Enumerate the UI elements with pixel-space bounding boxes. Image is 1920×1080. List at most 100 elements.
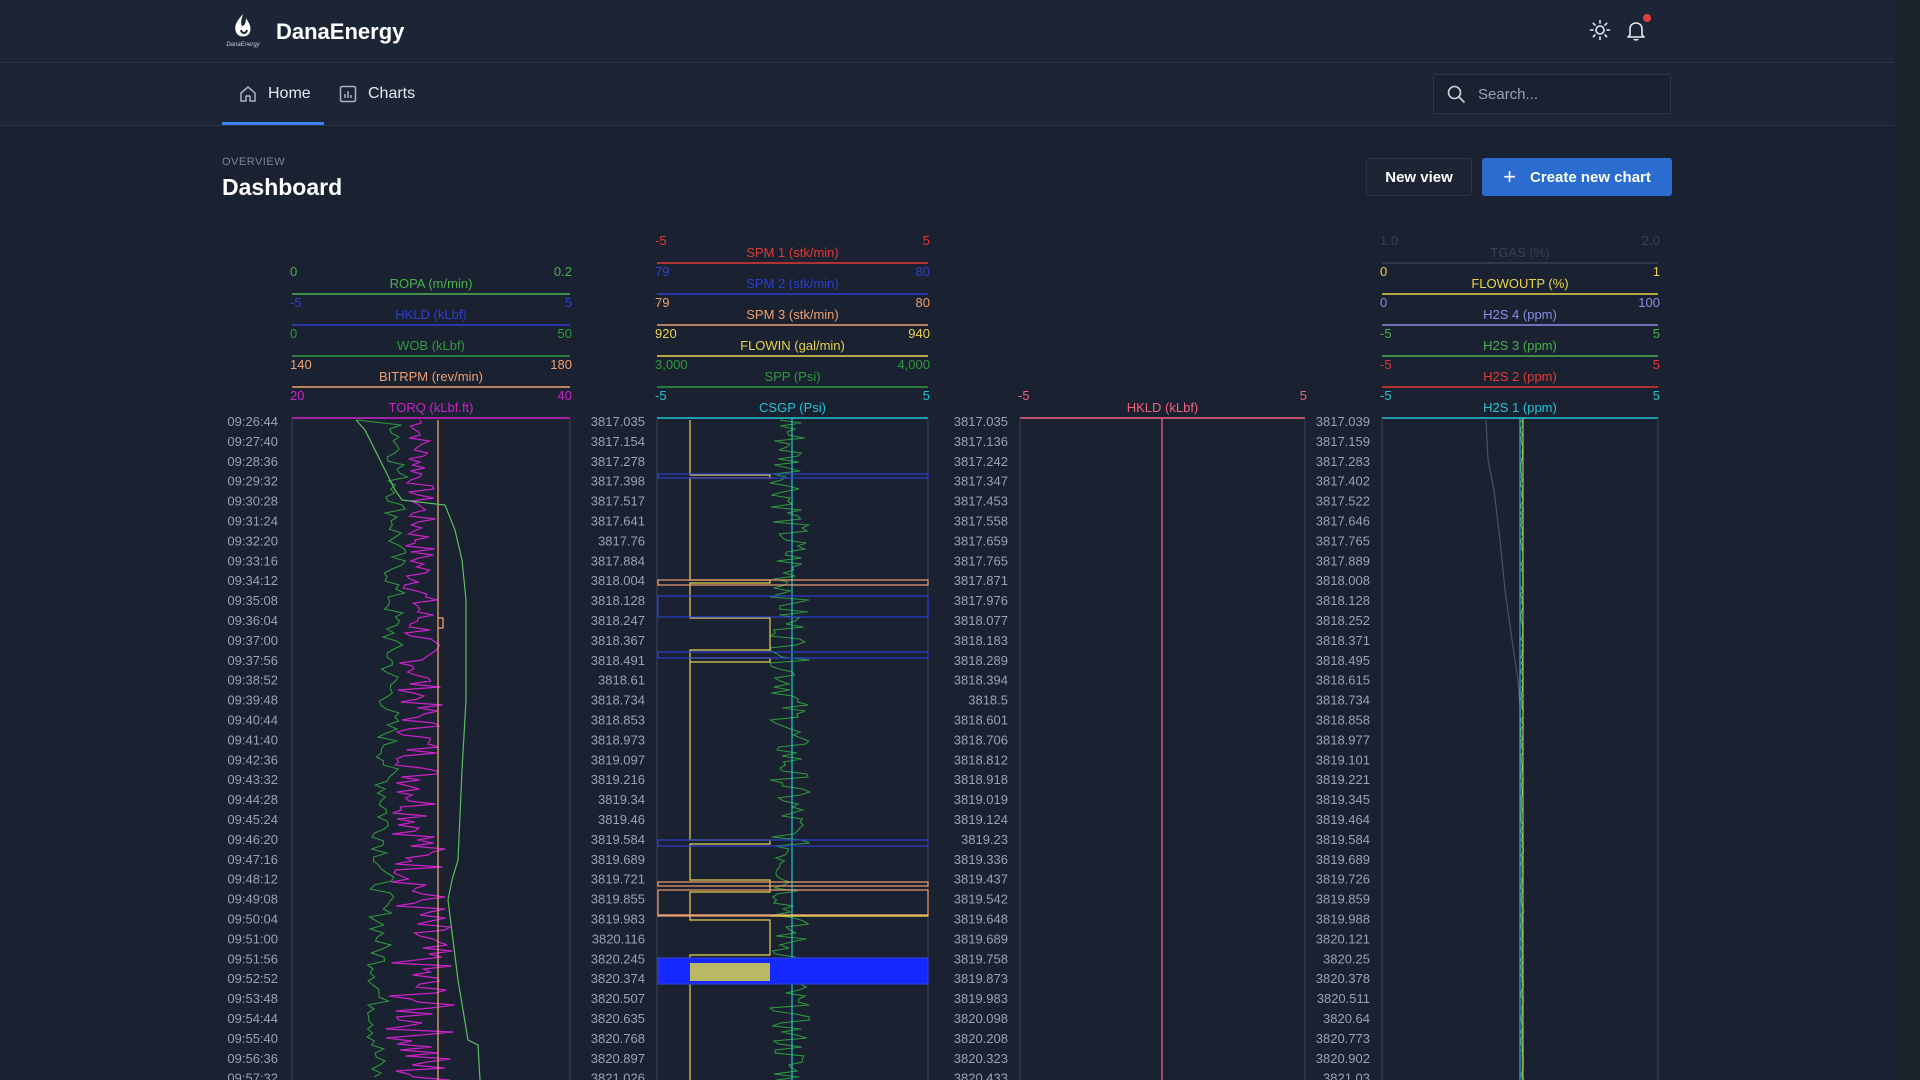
y-tick-label: 3819.689 — [954, 931, 1008, 946]
y-tick-label: 09:52:52 — [227, 971, 278, 986]
flowin-dense-block — [690, 963, 770, 981]
scrollbar-track[interactable] — [1895, 0, 1920, 1080]
curve-header-label: H2S 4 (ppm) — [1483, 307, 1557, 322]
y-tick-label: 3817.402 — [1316, 474, 1370, 489]
y-tick-label: 3820.121 — [1316, 931, 1370, 946]
y-tick-label: 3818.977 — [1316, 732, 1370, 747]
y-tick-label: 3817.039 — [1316, 414, 1370, 429]
y-tick-label: 3817.659 — [954, 533, 1008, 548]
y-tick-label: 3817.517 — [591, 494, 645, 509]
plus-icon: + — [1503, 164, 1516, 189]
y-tick-label: 09:47:16 — [227, 852, 278, 867]
y-tick-label: 3820.323 — [954, 1051, 1008, 1066]
wob-series-line — [355, 419, 410, 1078]
curve-header-min: 920 — [655, 326, 677, 341]
create-new-chart-label: Create new chart — [1529, 168, 1651, 186]
curve-header-min: 0 — [290, 264, 297, 279]
search-box[interactable] — [1433, 74, 1671, 114]
spm2-series-band — [657, 839, 929, 847]
y-tick-label: 09:27:40 — [227, 434, 278, 449]
y-tick-label: 3819.542 — [954, 892, 1008, 907]
y-tick-label: 3820.208 — [954, 1031, 1008, 1046]
y-tick-label: 3817.646 — [1316, 514, 1370, 529]
curve-header-max: 50 — [558, 326, 572, 341]
y-tick-label: 3817.558 — [954, 514, 1008, 529]
y-tick-label: 09:57:32 — [227, 1071, 278, 1080]
y-tick-label: 3819.689 — [1316, 852, 1370, 867]
curve-header-label: HKLD (kLbf) — [395, 307, 467, 322]
curve-header-max: 5 — [923, 388, 930, 403]
logo-caption: DanaEnergy — [226, 42, 260, 48]
y-tick-label: 3820.511 — [1317, 991, 1370, 1006]
y-tick-label: 3819.988 — [1316, 912, 1370, 927]
y-tick-label: 3818.812 — [954, 752, 1008, 767]
tab-charts[interactable]: Charts — [338, 63, 415, 125]
notification-badge — [1643, 14, 1651, 22]
brand-name: DanaEnergy — [276, 19, 405, 44]
curve-header-min: 79 — [655, 295, 669, 310]
home-icon — [240, 86, 256, 102]
bar-chart-icon — [339, 85, 357, 103]
y-tick-label: 3817.398 — [591, 474, 645, 489]
y-tick-label: 3818.853 — [591, 713, 645, 728]
y-tick-label: 3818.289 — [954, 653, 1008, 668]
y-tick-label: 3819.758 — [954, 951, 1008, 966]
curve-header-label: HKLD (kLbf) — [1127, 400, 1199, 415]
y-tick-label: 3820.378 — [1316, 971, 1370, 986]
y-tick-label: 3817.035 — [591, 414, 645, 429]
bell-icon[interactable] — [1624, 18, 1648, 42]
curve-header-label: FLOWIN (gal/min) — [740, 338, 845, 353]
sun-icon[interactable] — [1588, 18, 1612, 42]
search-input[interactable] — [1476, 84, 1660, 104]
curve-header-min: 0 — [1380, 264, 1387, 279]
curve-header-label: WOB (kLbf) — [397, 338, 465, 353]
y-tick-label: 09:37:00 — [227, 633, 278, 648]
curve-header-max: 5 — [1653, 326, 1660, 341]
y-tick-label: 3818.491 — [591, 653, 645, 668]
curve-header-max: 5 — [923, 233, 930, 248]
y-tick-label: 3818.077 — [954, 613, 1008, 628]
y-tick-label: 09:51:56 — [227, 951, 278, 966]
y-tick-label: 3821.03 — [1323, 1071, 1370, 1080]
curve-header-label: SPP (Psi) — [764, 369, 820, 384]
torq-series-line — [385, 419, 455, 1080]
y-tick-label: 3820.635 — [591, 1011, 645, 1026]
curve-header-max: 5 — [1653, 388, 1660, 403]
page-eyebrow: OVERVIEW — [222, 156, 286, 168]
y-tick-label: 09:39:48 — [227, 693, 278, 708]
y-tick-label: 3819.726 — [1316, 872, 1370, 887]
y-tick-label: 3819.124 — [954, 812, 1008, 827]
y-tick-label: 09:33:16 — [227, 553, 278, 568]
tab-home-label: Home — [268, 85, 311, 102]
curve-header-max: 4,000 — [897, 357, 930, 372]
create-new-chart-button[interactable]: + Create new chart — [1482, 158, 1672, 196]
y-tick-label: 3820.64 — [1323, 1011, 1370, 1026]
y-tick-label: 3819.983 — [954, 991, 1008, 1006]
curve-header-min: -5 — [1380, 326, 1392, 341]
y-tick-label: 09:28:36 — [227, 454, 278, 469]
y-tick-label: 3820.773 — [1316, 1031, 1370, 1046]
y-tick-label: 3820.897 — [591, 1051, 645, 1066]
y-tick-label: 09:46:20 — [227, 832, 278, 847]
y-tick-label: 3818.973 — [591, 732, 645, 747]
curve-header-max: 2.0 — [1642, 233, 1660, 248]
y-tick-label: 3817.522 — [1316, 494, 1370, 509]
tgas-series-line — [1485, 419, 1523, 1080]
tab-home[interactable]: Home — [238, 63, 311, 125]
y-tick-label: 3819.34 — [598, 792, 645, 807]
curve-header-min: 20 — [290, 388, 304, 403]
y-tick-label: 09:31:24 — [227, 514, 278, 529]
y-tick-label: 3818.394 — [954, 673, 1008, 688]
brand[interactable]: DanaEnergy DanaEnergy — [222, 12, 404, 52]
y-tick-label: 3817.278 — [591, 454, 645, 469]
y-tick-label: 09:43:32 — [227, 772, 278, 787]
top-header — [0, 0, 1895, 63]
curve-header-label: FLOWOUTP (%) — [1471, 276, 1568, 291]
y-tick-label: 09:49:08 — [227, 892, 278, 907]
y-tick-label: 3819.648 — [954, 912, 1008, 927]
y-tick-label: 3818.128 — [591, 593, 645, 608]
y-tick-label: 09:42:36 — [227, 752, 278, 767]
curve-header-label: CSGP (Psi) — [759, 400, 826, 415]
new-view-button[interactable]: New view — [1366, 158, 1472, 196]
